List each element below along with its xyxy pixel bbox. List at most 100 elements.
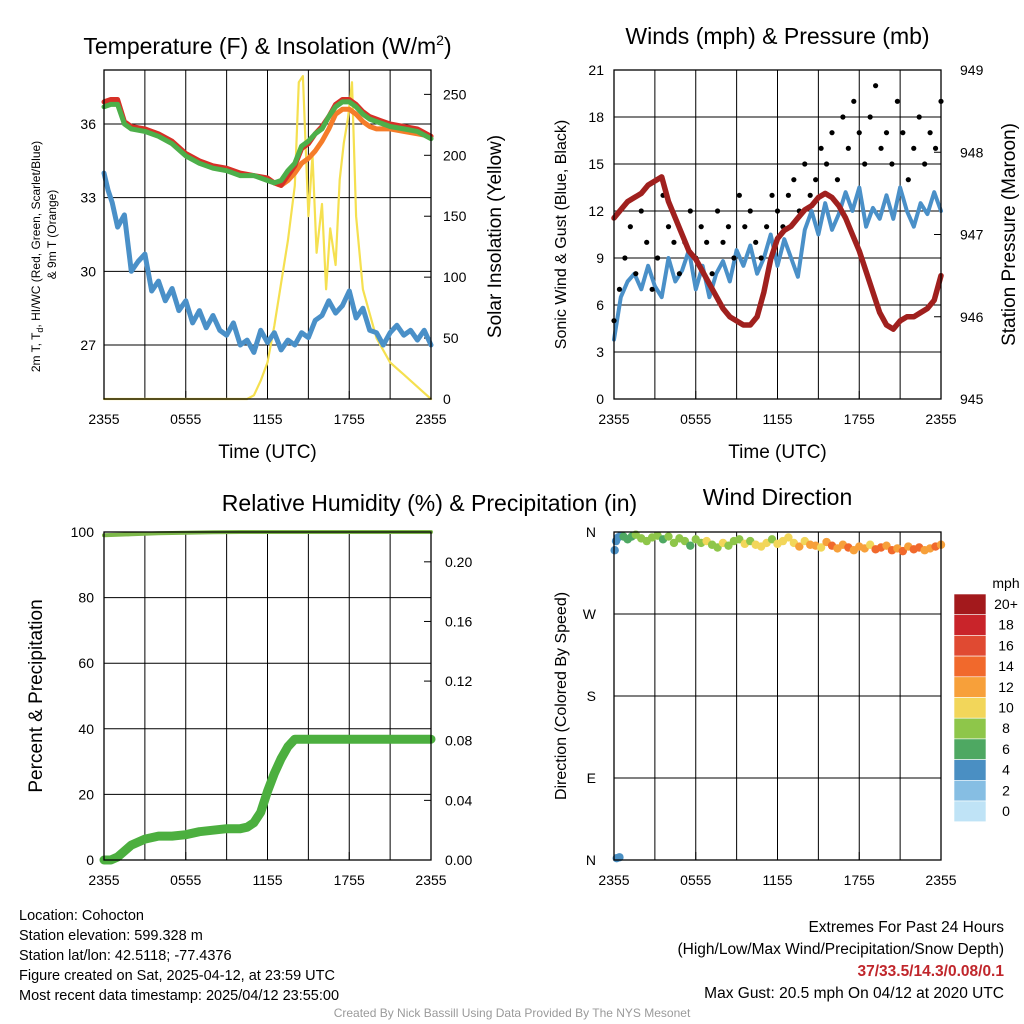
winds-gust-point <box>704 239 710 245</box>
winds-gust-point <box>851 98 857 104</box>
wdir-legend-title: mph <box>992 575 1019 591</box>
wdir-xtick-label: 0555 <box>680 872 711 888</box>
wdir-ytick-label: E <box>587 770 596 786</box>
winds-gust-point <box>644 239 650 245</box>
winds-xlabel: Time (UTC) <box>728 442 827 463</box>
winds-xtick-label: 1755 <box>844 411 875 427</box>
winds-ytick-label-right: 949 <box>960 62 984 78</box>
wdir-legend-swatch <box>953 676 987 698</box>
temp-xtick-label: 2355 <box>415 411 446 427</box>
temp-frame <box>103 69 432 400</box>
wdir-xtick-label: 1755 <box>844 872 875 888</box>
rh-ytick-label-left: 40 <box>78 721 94 737</box>
wdir-legend-swatch <box>953 655 987 678</box>
wdir-legend-swatch <box>953 800 987 823</box>
winds-ytick-label-left: 18 <box>588 109 604 125</box>
station-location: Location: Cohocton <box>19 908 144 924</box>
temp-ytick-label-right: 50 <box>443 330 459 346</box>
wdir-legend-label: 8 <box>1002 720 1010 736</box>
temp-title-end: ) <box>444 33 452 59</box>
winds-gust-point <box>911 145 917 151</box>
winds-gust-point <box>742 224 748 230</box>
winds-gust-point <box>862 161 868 167</box>
temp-title-text: Temperature (F) & Insolation (W/m <box>83 33 436 59</box>
temp-ytick-label-right: 0 <box>443 391 451 407</box>
winds-ytick-label-left: 15 <box>588 156 604 172</box>
rh-ytick-label-right: 0.04 <box>445 792 472 808</box>
winds-gust-point <box>720 239 726 245</box>
winds-gust-point <box>709 271 715 277</box>
winds-ytick-label-right: 948 <box>960 144 984 160</box>
winds-ytick-label-right: 947 <box>960 227 984 243</box>
rh-ytick-label-left: 0 <box>86 852 94 868</box>
rh-ytick-label-left: 60 <box>78 655 94 671</box>
winds-gust-point <box>840 114 846 120</box>
wdir-legend-swatch <box>953 635 987 657</box>
winds-gust-point <box>883 130 890 136</box>
wdir-title: Wind Direction <box>703 484 853 510</box>
max-gust: Max Gust: 20.5 mph On 04/12 at 2020 UTC <box>704 985 1004 1002</box>
rh-series-precipitation <box>99 734 436 865</box>
figure-created: Figure created on Sat, 2025-04-12, at 23… <box>19 968 335 984</box>
winds-title: Winds (mph) & Pressure (mb) <box>625 23 929 49</box>
winds-ytick-label-right: 946 <box>960 309 984 325</box>
temp-series-9m-t <box>271 106 434 188</box>
winds-gust-point <box>900 130 906 136</box>
wdir-legend-label: 0 <box>1002 803 1010 819</box>
wdir-point <box>664 532 673 541</box>
temp-ytick-label-left: 36 <box>80 116 96 132</box>
temp-ylabel-right: Solar Insolation (Yellow) <box>485 135 506 338</box>
winds-ytick-label-right: 945 <box>960 391 984 407</box>
winds-gust-point <box>834 177 841 183</box>
wdir-legend-swatch <box>953 697 987 719</box>
temp-xlabel: Time (UTC) <box>218 442 317 463</box>
temp-ylabel-left: 2m T, Td, HI/WC (Red, Green, Scarlet/Blu… <box>29 141 45 372</box>
wdir-ytick-label: N <box>586 852 596 868</box>
temp-series-t-d <box>101 170 434 355</box>
rh-ytick-label-left: 80 <box>78 590 94 606</box>
winds-gust-point <box>649 286 655 292</box>
rh-ytick-label-right: 0.20 <box>445 554 472 570</box>
temp-series-hi-wc <box>101 99 434 186</box>
winds-gust-point <box>665 224 672 230</box>
rh-ytick-label-right: 0.08 <box>445 733 472 749</box>
wdir-ylabel-left: Direction (Colored By Speed) <box>553 592 570 800</box>
credit-line: Created By Nick Bassill Using Data Provi… <box>333 1006 691 1020</box>
winds-gust-point <box>856 130 862 136</box>
wdir-point <box>795 542 804 551</box>
winds-ylabel-left: Sonic Wind & Gust (Blue, Black) <box>553 120 570 349</box>
temp-title-sup: 2 <box>436 32 444 48</box>
winds-gust-point <box>922 161 928 167</box>
wdir-legend-swatch <box>953 738 987 760</box>
winds-gust-point <box>687 208 693 214</box>
extremes-values: 37/33.5/14.3/0.08/0.1 <box>857 963 1004 980</box>
winds-gust-point <box>927 130 933 136</box>
rh-xtick-label: 2355 <box>88 872 119 888</box>
station-info: Location: Cohocton Station elevation: 59… <box>19 906 339 1006</box>
winds-gust-point <box>916 114 922 120</box>
winds-gust-point <box>616 286 623 292</box>
winds-ytick-label-left: 6 <box>596 297 604 313</box>
wdir-legend-label: 18 <box>998 617 1014 633</box>
winds-gust-point <box>785 192 792 198</box>
temp-ylabel-left-line2: & 9m T (Orange) <box>45 190 59 280</box>
winds-gust-point <box>769 192 775 198</box>
wdir-legend-swatch <box>953 717 987 740</box>
winds-gust-point <box>676 271 683 277</box>
wdir-frame <box>613 531 942 861</box>
winds-gust-point <box>698 224 704 230</box>
winds-gust-point <box>747 208 753 214</box>
winds-gust-point <box>731 255 737 261</box>
winds-gust-point <box>791 177 797 183</box>
winds-gust-point <box>671 239 677 245</box>
temp-ytick-label-left: 33 <box>80 190 96 206</box>
winds-gust-point <box>878 145 884 151</box>
winds-gust-point <box>905 177 911 183</box>
winds-gust-point <box>823 161 830 167</box>
extremes-title: Extremes For Past 24 Hours <box>808 919 1004 936</box>
winds-frame <box>613 69 942 400</box>
wdir-legend-label: 10 <box>998 700 1014 716</box>
winds-gust-point <box>725 224 732 230</box>
winds-gust-point <box>829 130 835 136</box>
rh-ytick-label-right: 0.12 <box>445 673 472 689</box>
